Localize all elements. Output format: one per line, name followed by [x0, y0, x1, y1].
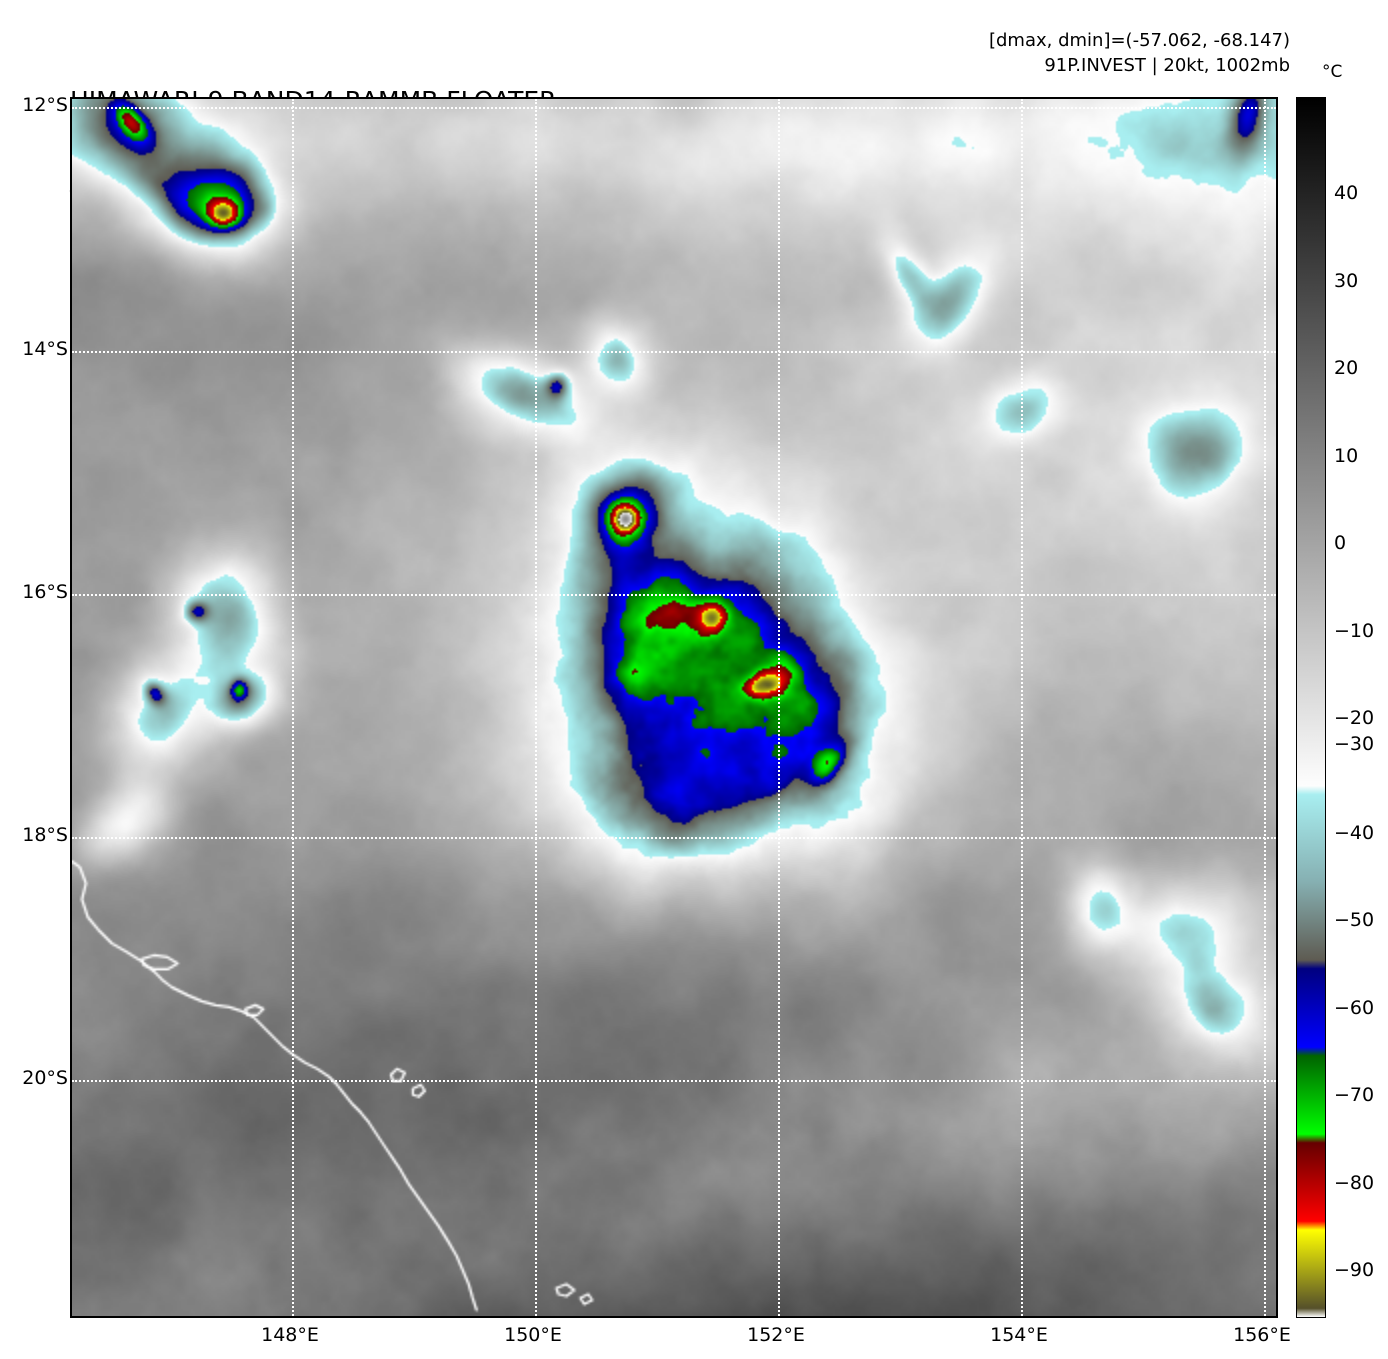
- satellite-imagery-canvas: [72, 99, 1276, 1316]
- colorbar-tick-label: −50: [1334, 909, 1375, 931]
- satellite-image-plot[interactable]: Copyright © 2020-2026 Dapiya: [70, 97, 1278, 1318]
- longitude-tick-label: 156°E: [1233, 1324, 1291, 1346]
- colorbar-gradient: [1296, 97, 1326, 1318]
- longitude-tick-label: 148°E: [261, 1324, 319, 1346]
- colorbar-tick-label: 10: [1334, 445, 1359, 467]
- colorbar-tick-label: −20: [1334, 707, 1375, 729]
- colorbar-tick-label: −80: [1334, 1172, 1375, 1194]
- header-metadata: [dmax, dmin]=(-57.062, -68.147) 91P.INVE…: [989, 28, 1290, 78]
- colorbar-tick-label: −10: [1334, 620, 1375, 642]
- longitude-tick-label: 152°E: [747, 1324, 805, 1346]
- colorbar-tick-label: 0: [1334, 532, 1347, 554]
- latitude-tick-label: 18°S: [22, 824, 68, 846]
- latitude-tick-label: 20°S: [22, 1067, 68, 1089]
- storm-info-label: 91P.INVEST | 20kt, 1002mb: [1044, 55, 1290, 76]
- colorbar[interactable]: [1296, 97, 1326, 1318]
- colorbar-tick-label: −90: [1334, 1259, 1375, 1281]
- colorbar-tick-label: −40: [1334, 822, 1375, 844]
- dmax-dmin-label: [dmax, dmin]=(-57.062, -68.147): [988, 30, 1290, 51]
- colorbar-tick-label: 40: [1334, 182, 1359, 204]
- colorbar-unit-label: °C: [1322, 62, 1343, 82]
- colorbar-tick-label: −60: [1334, 997, 1375, 1019]
- longitude-tick-label: 150°E: [504, 1324, 562, 1346]
- longitude-tick-label: 154°E: [990, 1324, 1048, 1346]
- colorbar-tick-label: −70: [1334, 1084, 1375, 1106]
- colorbar-tick-label: 30: [1334, 270, 1359, 292]
- colorbar-tick-label: 20: [1334, 357, 1359, 379]
- latitude-tick-label: 12°S: [22, 94, 68, 116]
- latitude-tick-label: 14°S: [22, 338, 68, 360]
- colorbar-tick-label: −30: [1334, 733, 1375, 755]
- latitude-tick-label: 16°S: [22, 581, 68, 603]
